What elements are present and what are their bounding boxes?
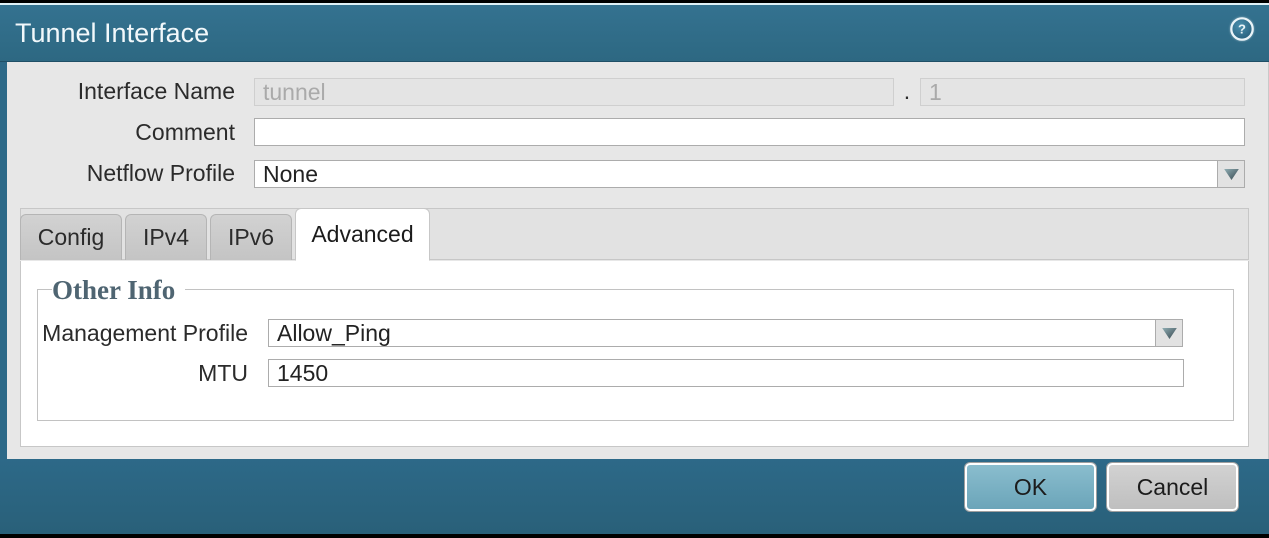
- svg-text:?: ?: [1238, 22, 1246, 37]
